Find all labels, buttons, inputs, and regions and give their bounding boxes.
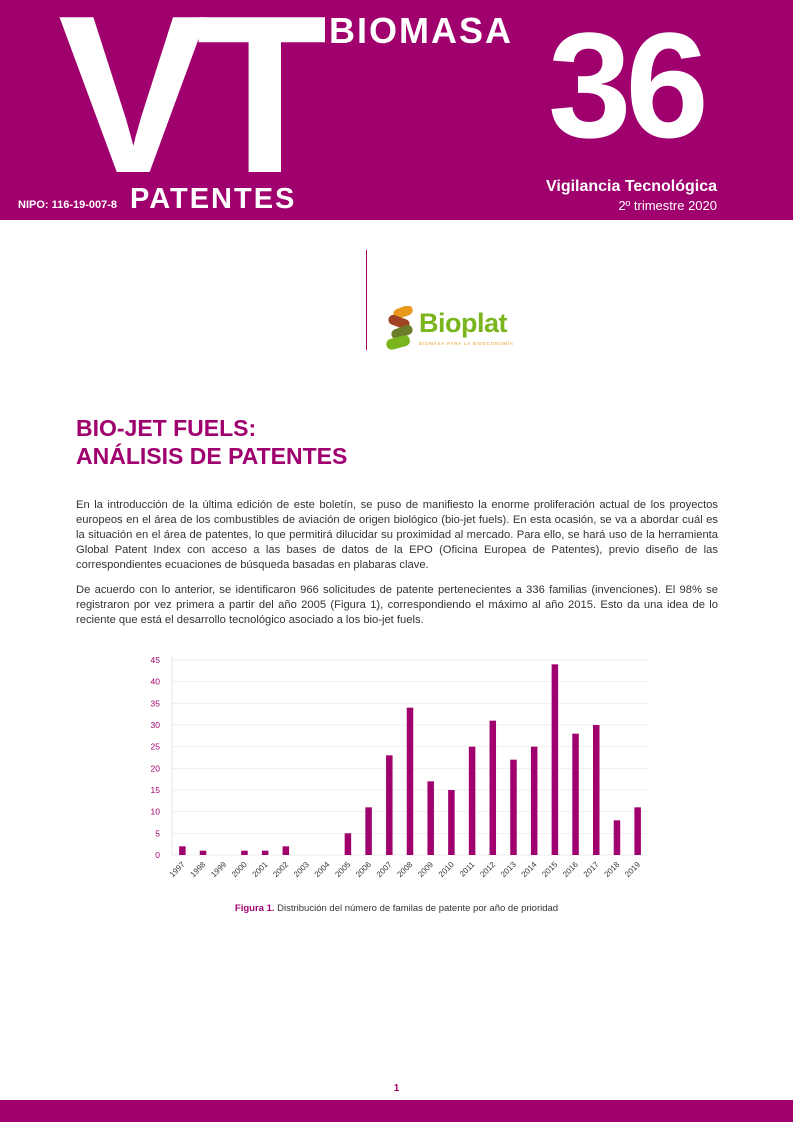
article-title: BIO-JET FUELS: ANÁLISIS DE PATENTES <box>76 414 347 470</box>
y-tick-label: 25 <box>151 742 161 752</box>
x-tick-label: 2009 <box>416 860 435 879</box>
x-tick-label: 2005 <box>333 860 352 879</box>
y-tick-label: 10 <box>151 807 161 817</box>
x-tick-label: 2001 <box>251 860 270 879</box>
page-number: 1 <box>0 1083 793 1094</box>
bar-2005 <box>345 833 352 855</box>
header-banner: VT BIOMASA 36 NIPO: 116-19-007-8 PATENTE… <box>0 0 793 220</box>
y-tick-label: 40 <box>151 677 161 687</box>
issue-number: 36 <box>548 10 703 160</box>
bar-2009 <box>427 781 434 855</box>
bar-1998 <box>200 851 207 855</box>
bar-2012 <box>490 721 497 855</box>
x-tick-label: 2007 <box>375 860 394 879</box>
y-tick-label: 0 <box>155 850 160 860</box>
bar-2014 <box>531 747 538 855</box>
patent-families-bar-chart: 0510152025303540451997199819992000200120… <box>140 652 660 892</box>
bar-2016 <box>572 734 579 855</box>
x-tick-label: 2018 <box>602 860 621 879</box>
y-tick-label: 20 <box>151 763 161 773</box>
bar-2011 <box>469 747 476 855</box>
header-subtitle: PATENTES <box>130 183 296 216</box>
bar-2001 <box>262 851 269 855</box>
title-line-2: ANÁLISIS DE PATENTES <box>76 442 347 470</box>
paragraph-results: De acuerdo con lo anterior, se identific… <box>76 583 718 628</box>
x-tick-label: 2010 <box>437 860 456 879</box>
bar-2000 <box>241 851 248 855</box>
x-tick-label: 2014 <box>520 860 539 879</box>
bar-1997 <box>179 846 186 855</box>
bar-2006 <box>365 807 372 855</box>
x-tick-label: 2008 <box>395 860 414 879</box>
x-tick-label: 2012 <box>478 860 497 879</box>
figure-caption: Figura 1. Distribución del número de fam… <box>0 903 793 914</box>
x-tick-label: 1998 <box>189 860 208 879</box>
y-tick-label: 45 <box>151 655 161 665</box>
x-tick-label: 2003 <box>292 860 311 879</box>
x-tick-label: 2004 <box>313 860 332 879</box>
x-tick-label: 2016 <box>561 860 580 879</box>
y-tick-label: 5 <box>155 828 160 838</box>
bar-2019 <box>634 807 641 855</box>
y-tick-label: 30 <box>151 720 161 730</box>
divider-line <box>366 250 367 350</box>
paragraph-intro: En la introducción de la última edición … <box>76 498 718 573</box>
bar-2013 <box>510 760 517 855</box>
x-tick-label: 2011 <box>458 860 477 879</box>
bar-2017 <box>593 725 600 855</box>
bar-2018 <box>614 820 621 855</box>
x-tick-label: 2019 <box>623 860 642 879</box>
bioplat-wordmark: Bioplat <box>419 308 507 339</box>
x-tick-label: 1999 <box>209 860 228 879</box>
bar-2002 <box>283 846 290 855</box>
x-tick-label: 2015 <box>540 860 559 879</box>
y-tick-label: 35 <box>151 698 161 708</box>
x-tick-label: 1997 <box>168 860 187 879</box>
footer-bar <box>0 1100 793 1122</box>
section-title: BIOMASA <box>325 10 517 52</box>
series-title: Vigilancia Tecnológica <box>546 178 717 196</box>
x-tick-label: 2002 <box>271 860 290 879</box>
bar-2010 <box>448 790 455 855</box>
figure-label: Figura 1. <box>235 903 275 914</box>
bar-2007 <box>386 755 393 855</box>
y-tick-label: 15 <box>151 785 161 795</box>
x-tick-label: 2017 <box>582 860 601 879</box>
bar-2015 <box>552 664 559 855</box>
vt-logo: VT <box>58 0 322 207</box>
x-tick-label: 2013 <box>499 860 518 879</box>
bioplat-logo: Bioplat BIOMASA PARA LA BIOECONOMÍA <box>385 306 525 352</box>
title-line-1: BIO-JET FUELS: <box>76 414 347 442</box>
issue-period: 2º trimestre 2020 <box>618 198 717 213</box>
bioplat-tagline: BIOMASA PARA LA BIOECONOMÍA <box>419 341 514 346</box>
bioplat-leaf-icon <box>385 306 415 350</box>
bar-2008 <box>407 708 414 855</box>
nipo-code: NIPO: 116-19-007-8 <box>18 199 117 211</box>
x-tick-label: 2006 <box>354 860 373 879</box>
figure-caption-text: Distribución del número de familas de pa… <box>277 903 558 914</box>
x-tick-label: 2000 <box>230 860 249 879</box>
